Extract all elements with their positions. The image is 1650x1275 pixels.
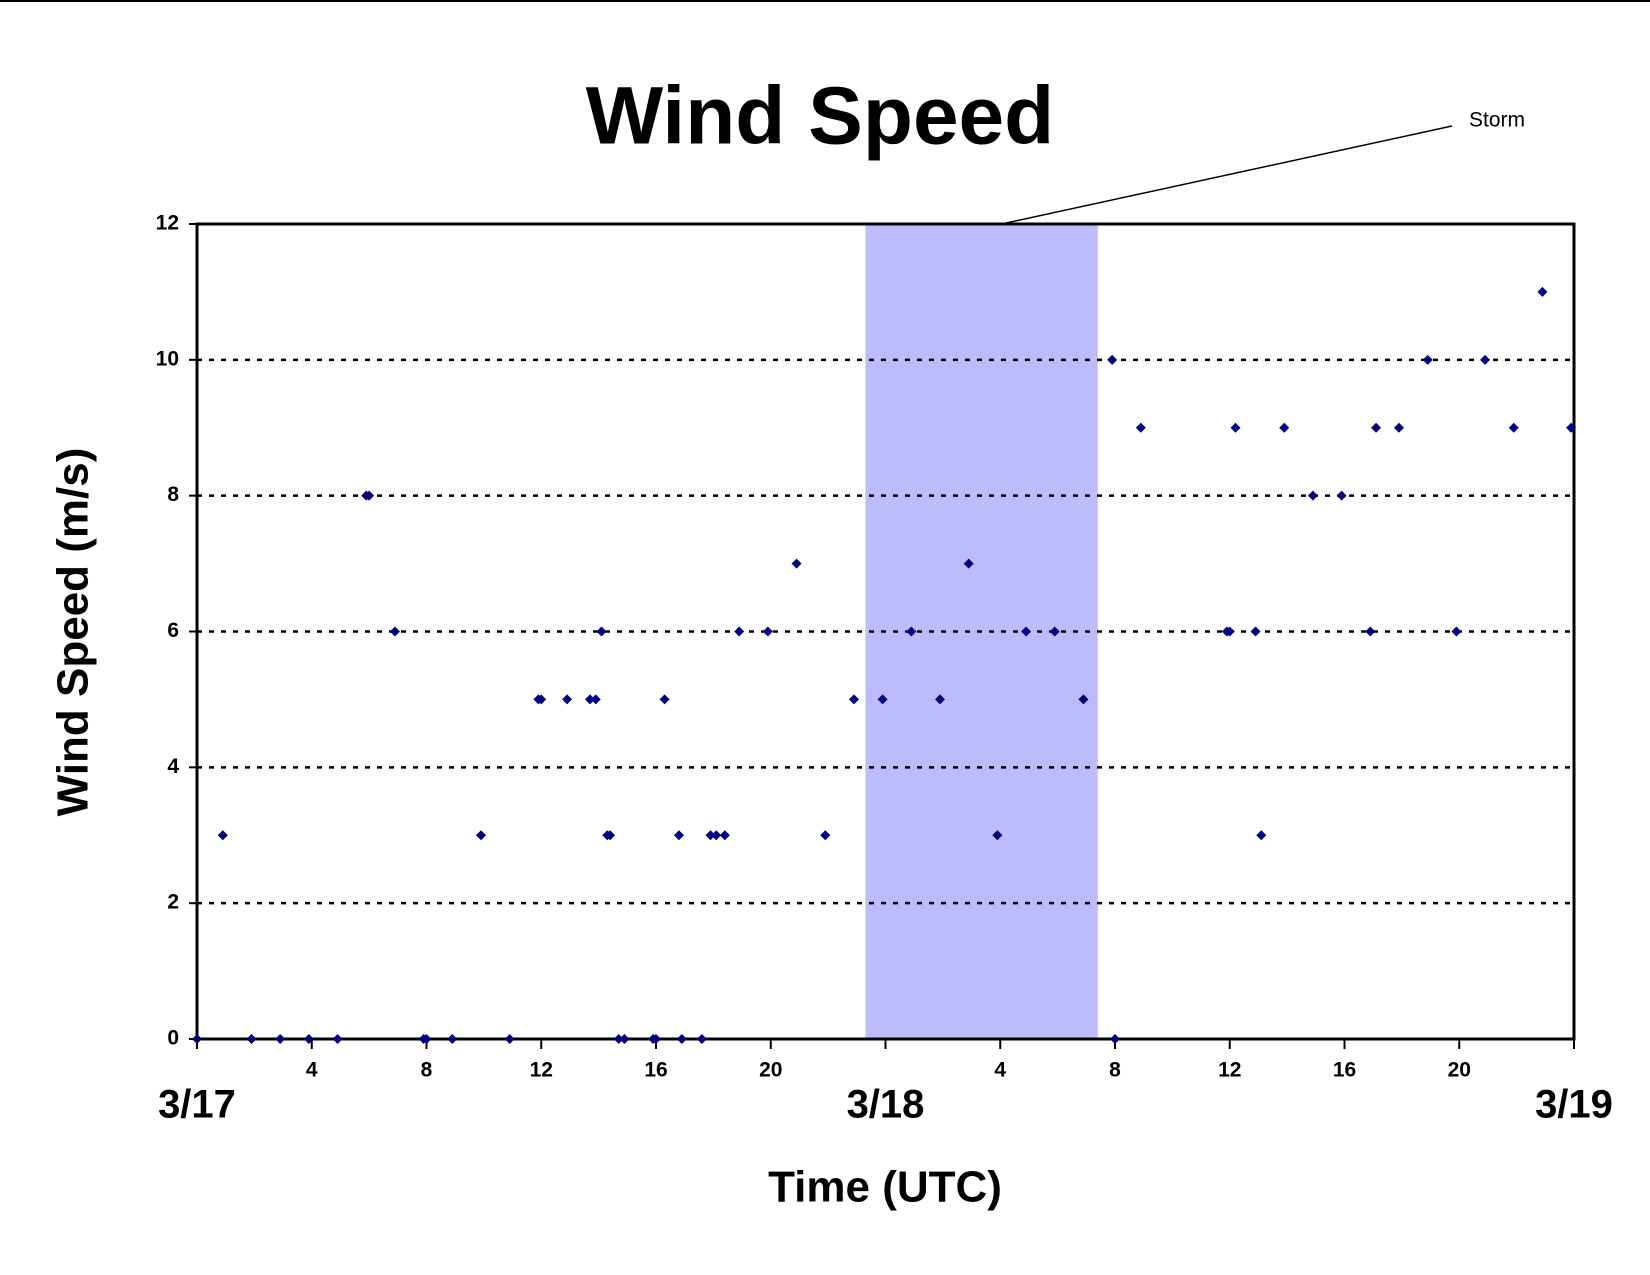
x-tick-label: 12 (530, 1059, 553, 1082)
data-point (877, 694, 888, 705)
x-tick-label: 8 (421, 1059, 433, 1082)
data-point (1021, 626, 1032, 637)
data-point (585, 694, 596, 705)
date-label: 3/18 (847, 1083, 925, 1127)
data-point (590, 694, 601, 705)
chart-title: Wind Speed (586, 71, 1055, 162)
data-point (217, 830, 228, 841)
data-point (848, 694, 859, 705)
data-point (1480, 354, 1491, 365)
y-tick-label: 4 (167, 755, 179, 778)
data-point (1508, 422, 1519, 433)
plot-frame (195, 222, 1576, 1041)
x-tick-label: 20 (1448, 1059, 1471, 1082)
data-point (332, 1034, 343, 1044)
x-tick-label: 4 (994, 1059, 1006, 1082)
x-tick-label: 16 (644, 1059, 667, 1082)
data-point (696, 1034, 707, 1044)
data-point (1422, 354, 1433, 365)
data-point (303, 1034, 314, 1044)
y-tick-label: 10 (156, 347, 179, 370)
data-point (705, 830, 716, 841)
data-point (275, 1034, 286, 1044)
data-point (613, 1034, 624, 1044)
data-point (1110, 1034, 1120, 1044)
data-point (935, 694, 946, 705)
data-point (364, 490, 375, 501)
data-point (192, 1034, 202, 1044)
data-point (963, 558, 974, 569)
data-point (1049, 626, 1060, 637)
data-point (791, 558, 802, 569)
data-point (1336, 490, 1347, 501)
y-tick-label: 8 (167, 483, 179, 506)
data-point (1224, 626, 1235, 637)
data-point (504, 1034, 515, 1044)
data-point (1365, 626, 1376, 637)
data-point (1230, 422, 1241, 433)
annotation-leader (1001, 125, 1453, 225)
data-point (1279, 422, 1290, 433)
data-point (820, 830, 831, 841)
data-point (659, 694, 670, 705)
data-point (719, 830, 730, 841)
data-point (1307, 490, 1318, 501)
annotation: Storm (1469, 109, 1525, 132)
data-point (906, 626, 917, 637)
data-point (1250, 626, 1261, 637)
data-point (1107, 354, 1118, 365)
x-tick-label: 20 (759, 1059, 782, 1082)
data-point (421, 1034, 432, 1044)
data-point (246, 1034, 257, 1044)
data-point (619, 1034, 630, 1044)
data-point (1078, 694, 1089, 705)
data-point (536, 694, 547, 705)
y-tick-label: 0 (167, 1027, 179, 1050)
data-point (673, 830, 684, 841)
date-label: 3/19 (1535, 1083, 1613, 1127)
y-axis-label: Wind Speed (m/s) (49, 448, 98, 817)
data-point (1371, 422, 1382, 433)
data-point (476, 830, 487, 841)
data-point (1135, 422, 1146, 433)
data-point (1256, 830, 1267, 841)
data-point (562, 694, 573, 705)
x-axis-label: Time (UTC) (768, 1163, 1002, 1212)
data-point (1566, 422, 1577, 433)
data-point (734, 626, 745, 637)
data-point (1394, 422, 1405, 433)
y-tick-label: 2 (167, 891, 179, 914)
data-point (605, 830, 616, 841)
y-tick-label: 12 (156, 212, 179, 235)
data-point (676, 1034, 687, 1044)
data-point (711, 830, 722, 841)
data-point (389, 626, 400, 637)
data-point (596, 626, 607, 637)
date-label: 3/17 (158, 1083, 236, 1127)
data-point (992, 830, 1003, 841)
data-point (1537, 286, 1548, 297)
x-tick-label: 8 (1109, 1059, 1121, 1082)
x-tick-label: 16 (1333, 1059, 1356, 1082)
data-point (1451, 626, 1462, 637)
data-point (651, 1034, 661, 1044)
y-tick-label: 6 (167, 619, 179, 642)
x-tick-label: 4 (306, 1059, 318, 1082)
data-point (447, 1034, 458, 1044)
x-tick-label: 12 (1218, 1059, 1241, 1082)
data-point (762, 626, 773, 637)
